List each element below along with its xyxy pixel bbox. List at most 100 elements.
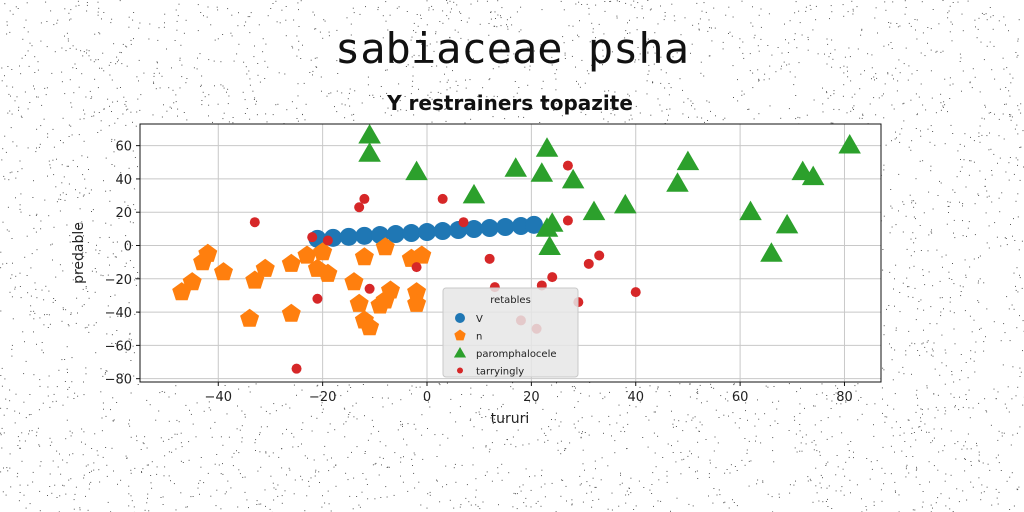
data-point-tarryingly bbox=[359, 193, 370, 204]
data-point-n bbox=[297, 245, 317, 264]
data-point-V bbox=[464, 220, 483, 239]
data-point-tarryingly bbox=[484, 253, 495, 264]
data-point-n bbox=[255, 258, 275, 277]
data-point-n bbox=[375, 237, 395, 256]
x-tick-label: −40 bbox=[205, 390, 232, 405]
data-point-paromphalocele bbox=[535, 137, 559, 157]
data-point-n bbox=[349, 293, 369, 312]
figure-suptitle: sabiaceae psha bbox=[334, 24, 689, 73]
data-point-paromphalocele bbox=[614, 193, 637, 214]
data-point-n bbox=[344, 272, 364, 291]
data-point-V bbox=[433, 222, 452, 241]
y-axis-label: predable bbox=[71, 222, 87, 284]
data-point-tarryingly bbox=[594, 250, 605, 261]
data-point-paromphalocele bbox=[462, 183, 486, 204]
data-point-tarryingly bbox=[291, 363, 302, 374]
y-tick-label: 0 bbox=[124, 240, 132, 255]
data-point-V bbox=[355, 226, 374, 245]
data-point-V bbox=[339, 227, 358, 246]
data-point-n bbox=[407, 293, 427, 312]
data-point-tarryingly bbox=[411, 262, 422, 273]
data-point-paromphalocele bbox=[582, 200, 606, 221]
y-tick-label: 40 bbox=[115, 173, 132, 188]
data-point-paromphalocele bbox=[838, 134, 861, 154]
data-point-tarryingly bbox=[354, 202, 365, 213]
legend-box bbox=[442, 287, 579, 378]
data-point-tarryingly bbox=[437, 193, 448, 204]
data-point-tarryingly bbox=[630, 287, 641, 298]
series-tarryingly bbox=[249, 160, 641, 374]
data-point-paromphalocele bbox=[760, 242, 783, 262]
chart-title: Y restrainers topazite bbox=[386, 91, 633, 115]
data-point-tarryingly bbox=[249, 217, 260, 228]
y-tick-label: 60 bbox=[115, 140, 132, 155]
data-point-paromphalocele bbox=[801, 165, 825, 186]
data-point-n bbox=[214, 262, 233, 281]
data-point-V bbox=[480, 219, 499, 238]
x-axis-label: tururi bbox=[491, 411, 530, 427]
legend-label-n: n bbox=[476, 332, 482, 343]
data-point-V bbox=[402, 224, 421, 243]
data-point-paromphalocele bbox=[405, 160, 428, 181]
data-point-n bbox=[182, 272, 202, 291]
series-n bbox=[172, 237, 432, 336]
y-tick-label: −20 bbox=[105, 273, 132, 288]
data-point-paromphalocele bbox=[530, 162, 554, 182]
legend-marker-n bbox=[454, 329, 466, 341]
y-tick-label: 20 bbox=[115, 206, 132, 221]
data-point-tarryingly bbox=[364, 283, 375, 294]
data-point-tarryingly bbox=[312, 293, 323, 304]
data-point-n bbox=[318, 263, 338, 282]
data-point-paromphalocele bbox=[504, 157, 527, 177]
data-point-n bbox=[354, 247, 374, 266]
data-point-tarryingly bbox=[562, 215, 573, 226]
data-point-tarryingly bbox=[547, 272, 558, 283]
plot-frame bbox=[139, 123, 882, 383]
data-point-tarryingly bbox=[458, 217, 469, 228]
data-point-paromphalocele bbox=[358, 124, 381, 144]
y-tick-label: −80 bbox=[105, 373, 132, 388]
y-tick-label: −40 bbox=[105, 306, 132, 321]
series-paromphalocele bbox=[358, 124, 861, 262]
data-point-V bbox=[511, 217, 530, 236]
data-point-paromphalocele bbox=[775, 213, 799, 234]
data-point-V bbox=[418, 223, 437, 242]
legend: retables Vn paromphalocele tarryingly bbox=[442, 287, 579, 378]
data-point-n bbox=[281, 303, 301, 322]
data-point-n bbox=[313, 242, 333, 261]
data-point-paromphalocele bbox=[561, 168, 585, 189]
data-point-n bbox=[407, 282, 427, 301]
legend-marker-V bbox=[455, 313, 465, 323]
x-tick-label: −20 bbox=[309, 390, 336, 405]
data-point-paromphalocele bbox=[538, 235, 561, 255]
data-point-paromphalocele bbox=[739, 200, 762, 221]
axis-ticks: −40 −20 0 20 40 60 80 −80 −60 −40 −20 0 20 40 60 bbox=[105, 140, 853, 405]
legend-label-V: V bbox=[476, 314, 483, 325]
x-tick-label: 60 bbox=[732, 390, 749, 405]
data-point-V bbox=[524, 215, 543, 234]
data-point-n bbox=[412, 245, 432, 264]
data-point-n bbox=[240, 308, 260, 327]
data-point-paromphalocele bbox=[358, 142, 381, 162]
legend-label-tarryingly: tarryingly bbox=[476, 367, 524, 378]
series-V bbox=[308, 215, 543, 248]
data-point-V bbox=[386, 225, 405, 244]
data-point-n bbox=[198, 243, 218, 262]
legend-label-paromphalocele: paromphalocele bbox=[476, 349, 557, 360]
legend-marker-tarryingly bbox=[457, 367, 463, 374]
data-point-paromphalocele bbox=[676, 150, 700, 171]
x-tick-label: 80 bbox=[836, 390, 853, 405]
y-tick-label: −60 bbox=[105, 339, 132, 354]
data-point-V bbox=[496, 218, 515, 237]
data-point-tarryingly bbox=[562, 160, 573, 171]
data-point-tarryingly bbox=[307, 232, 318, 243]
data-point-n bbox=[360, 317, 380, 336]
data-point-n bbox=[381, 280, 400, 299]
data-point-paromphalocele bbox=[666, 172, 689, 192]
data-point-paromphalocele bbox=[541, 212, 564, 232]
legend-marker-paromphalocele bbox=[453, 347, 467, 358]
data-point-n bbox=[281, 253, 301, 272]
x-tick-label: 20 bbox=[523, 390, 540, 405]
legend-title: retables bbox=[490, 295, 531, 306]
